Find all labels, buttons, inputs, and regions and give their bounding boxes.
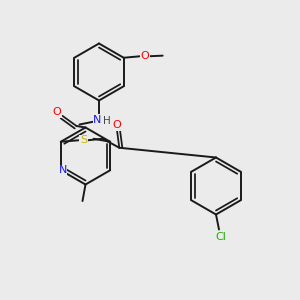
Text: O: O xyxy=(112,120,121,130)
Text: Cl: Cl xyxy=(215,232,226,242)
Text: O: O xyxy=(52,107,62,118)
Text: N: N xyxy=(58,165,67,175)
Text: O: O xyxy=(140,51,149,61)
Text: S: S xyxy=(80,135,87,145)
Text: N: N xyxy=(93,115,102,125)
Text: H: H xyxy=(103,116,111,127)
